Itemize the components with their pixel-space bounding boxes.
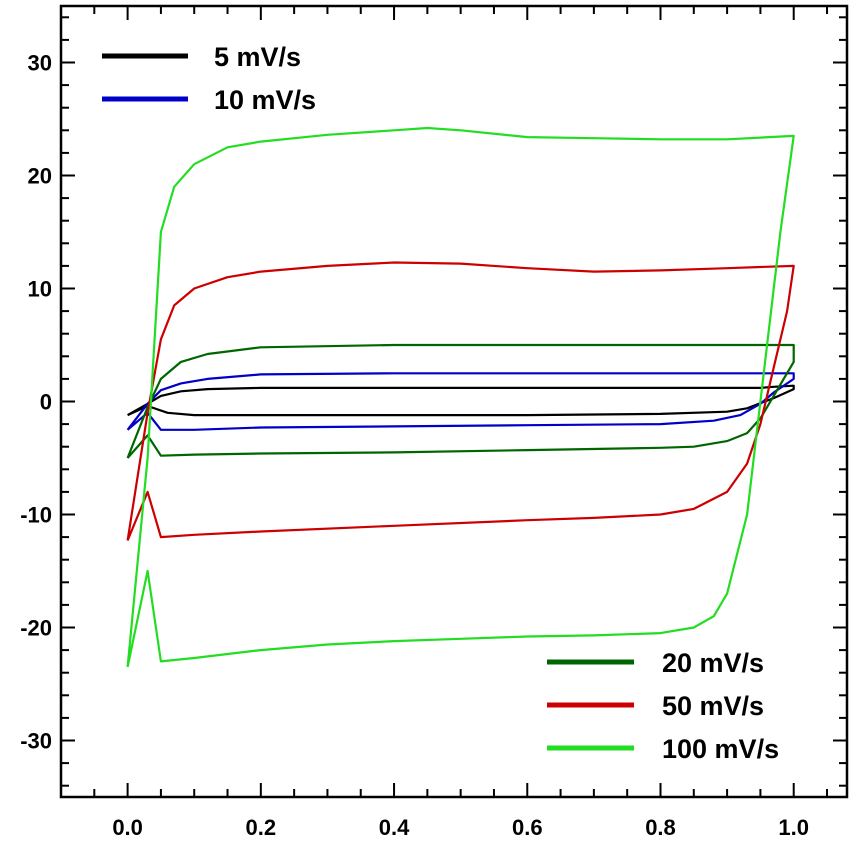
legend-label: 5 mV/s xyxy=(214,42,301,72)
x-tick-label: 0.0 xyxy=(112,815,143,840)
legend-label: 20 mV/s xyxy=(662,648,764,678)
series-line-50-mv-s xyxy=(126,261,795,541)
y-tick-label: 10 xyxy=(28,277,52,302)
x-tick-label: 0.6 xyxy=(512,815,543,840)
series-line-20-mv-s xyxy=(126,343,795,459)
y-tick-label: -20 xyxy=(20,616,52,641)
x-tick-label: 0.4 xyxy=(379,815,410,840)
legend-label: 10 mV/s xyxy=(214,85,316,115)
legend-label: 50 mV/s xyxy=(662,691,764,721)
series-line-10-mv-s xyxy=(126,372,795,431)
y-tick-label: 30 xyxy=(28,51,52,76)
y-tick-label: -10 xyxy=(20,503,52,528)
y-tick-label: -30 xyxy=(20,729,52,754)
legend-group: 5 mV/s 10 mV/s 20 mV/s 50 mV/s 100 mV/s xyxy=(102,42,779,764)
plot-frame xyxy=(59,4,849,799)
axis-ticks xyxy=(60,6,847,797)
axis-tick-labels: 0.0 0.2 0.4 0.6 0.8 1.0 -30 -20 -10 0 10 20 30 xyxy=(20,51,809,841)
series-line-100-mv-s xyxy=(126,126,795,668)
y-tick-label: 20 xyxy=(28,164,52,189)
legend-top-left: 5 mV/s 10 mV/s xyxy=(102,42,316,115)
y-tick-label: 0 xyxy=(40,390,52,415)
series-group xyxy=(126,126,795,668)
legend-bottom-right: 20 mV/s 50 mV/s 100 mV/s xyxy=(547,648,779,764)
x-tick-label: 0.8 xyxy=(645,815,676,840)
x-tick-label: 1.0 xyxy=(778,815,809,840)
x-tick-label: 0.2 xyxy=(246,815,277,840)
legend-label: 100 mV/s xyxy=(662,734,779,764)
